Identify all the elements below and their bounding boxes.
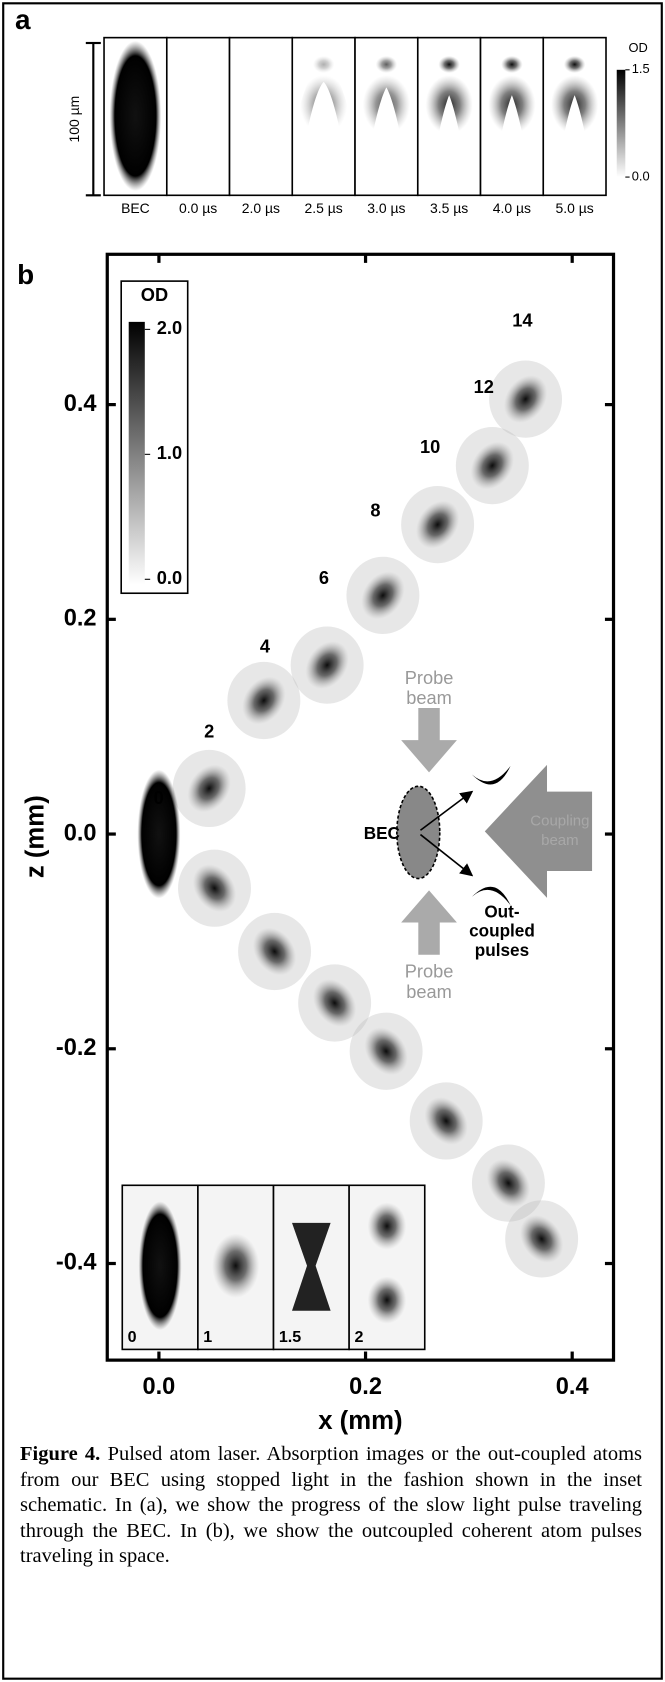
probe-arrow	[401, 708, 457, 772]
y-tick-label: 0.4	[64, 390, 97, 416]
inset-frame-label: 0	[128, 1328, 137, 1346]
pulse-core	[376, 56, 397, 73]
frame	[230, 38, 293, 196]
pulse-core	[501, 56, 522, 73]
coupling-label: Coupling	[530, 813, 589, 830]
frame-label: 2.5 µs	[305, 200, 343, 216]
scale-bar-label: 100 µm	[66, 96, 82, 143]
outcoupled-label: pulses	[475, 940, 529, 960]
bec-label: BEC	[364, 823, 400, 843]
pulse-label: 2	[204, 720, 214, 741]
frame	[167, 38, 230, 196]
caption: Figure 4. Pulsed atom laser. Absorption …	[20, 1442, 642, 1570]
inset-frame-label: 1	[203, 1328, 212, 1346]
probe-label: Probe	[405, 961, 454, 982]
frame-label: 5.0 µs	[556, 200, 594, 216]
pulse-label: 8	[370, 500, 380, 521]
x-axis-label: x (mm)	[318, 1407, 402, 1435]
colorbar-tick-label: 0.0	[632, 168, 650, 183]
x-tick-label: 0.0	[143, 1373, 176, 1399]
inset-frame-label: 2	[354, 1328, 363, 1346]
figure: a 100 µm BEC 0.0 µs 2.0 µs 2.5 µs 3.0 µs 3.5 µs…	[0, 0, 665, 1682]
panel-label: b	[17, 259, 34, 290]
colorbar-title: OD	[141, 284, 168, 305]
caption-text: Pulsed atom laser. Absorption images or …	[20, 1443, 642, 1567]
colorbar-title: OD	[629, 40, 648, 55]
outcoupled-label: coupled	[469, 921, 535, 941]
panel-label: a	[15, 4, 31, 35]
bec-cloud	[110, 41, 161, 191]
colorbar-tick-label: 1.0	[157, 442, 182, 463]
y-tick-label: 0.2	[64, 605, 97, 631]
probe-label: beam	[406, 687, 452, 708]
bec-schematic	[397, 786, 440, 878]
inset-cloud	[212, 1234, 259, 1298]
frame-label: 3.0 µs	[367, 200, 405, 216]
colorbar-tick-label: 0.0	[157, 567, 182, 588]
frame-label: BEC	[121, 200, 150, 216]
frame-label: 0.0 µs	[179, 200, 217, 216]
pulse-core	[564, 56, 585, 73]
x-tick-label: 0.2	[349, 1373, 382, 1399]
crescent	[472, 766, 511, 785]
probe-label: beam	[406, 981, 452, 1002]
pulse-label: 0	[154, 787, 164, 808]
y-tick-label: 0.0	[64, 819, 97, 845]
frame-label: 4.0 µs	[493, 200, 531, 216]
pulse-label: 12	[474, 376, 494, 397]
frame-label: 3.5 µs	[430, 200, 468, 216]
colorbar-tick-label: 2.0	[157, 317, 182, 338]
frame-label: 2.0 µs	[242, 200, 280, 216]
probe-label: Probe	[405, 667, 454, 688]
bec-cloud	[139, 1201, 182, 1330]
y-tick-label: -0.2	[56, 1034, 97, 1060]
pulse-label: 14	[512, 310, 533, 331]
caption-label: Figure 4.	[20, 1443, 100, 1465]
pulse-core	[438, 56, 459, 73]
y-axis-label: z (mm)	[21, 795, 49, 878]
inset-frame-label: 1.5	[279, 1328, 301, 1346]
pulse-label: 4	[260, 636, 271, 657]
colorbar-tick-label: 1.5	[632, 61, 650, 76]
pulse-label: 10	[420, 436, 440, 457]
coupling-label: beam	[541, 832, 579, 849]
pulse-label: 6	[319, 567, 329, 588]
panel-b: b 0.0 0.2 0.4 -0.4 -0.2 0.0 0.2 0.4 x (mm) z (mm) O…	[17, 254, 613, 1435]
panel-a: a 100 µm BEC 0.0 µs 2.0 µs 2.5 µs 3.0 µs 3.5 µs…	[15, 4, 650, 216]
x-tick-label: 0.4	[556, 1373, 589, 1399]
colorbar	[129, 322, 145, 585]
colorbar	[617, 70, 626, 177]
probe-arrow	[401, 890, 457, 954]
y-tick-label: -0.4	[56, 1249, 97, 1275]
pulse-core	[313, 56, 334, 73]
inset-cloud	[368, 1202, 407, 1249]
inset-cloud	[368, 1276, 407, 1323]
page: a 100 µm BEC 0.0 µs 2.0 µs 2.5 µs 3.0 µs 3.5 µs…	[0, 0, 665, 1682]
outcoupled-label: Out-	[484, 901, 520, 921]
